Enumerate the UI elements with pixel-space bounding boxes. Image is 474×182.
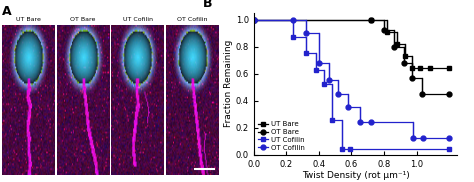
Text: OT Cofilin: OT Cofilin [177,17,208,22]
X-axis label: Twist Density (rot μm⁻¹): Twist Density (rot μm⁻¹) [301,171,410,180]
Y-axis label: Fraction Remaining: Fraction Remaining [224,40,233,127]
Text: UT Cofilin: UT Cofilin [123,17,153,22]
Text: A: A [2,5,12,18]
Text: UT Bare: UT Bare [16,17,41,22]
Legend: UT Bare, OT Bare, UT Cofilin, OT Cofilin: UT Bare, OT Bare, UT Cofilin, OT Cofilin [257,121,306,151]
Text: OT Bare: OT Bare [70,17,96,22]
Text: B: B [202,0,212,10]
